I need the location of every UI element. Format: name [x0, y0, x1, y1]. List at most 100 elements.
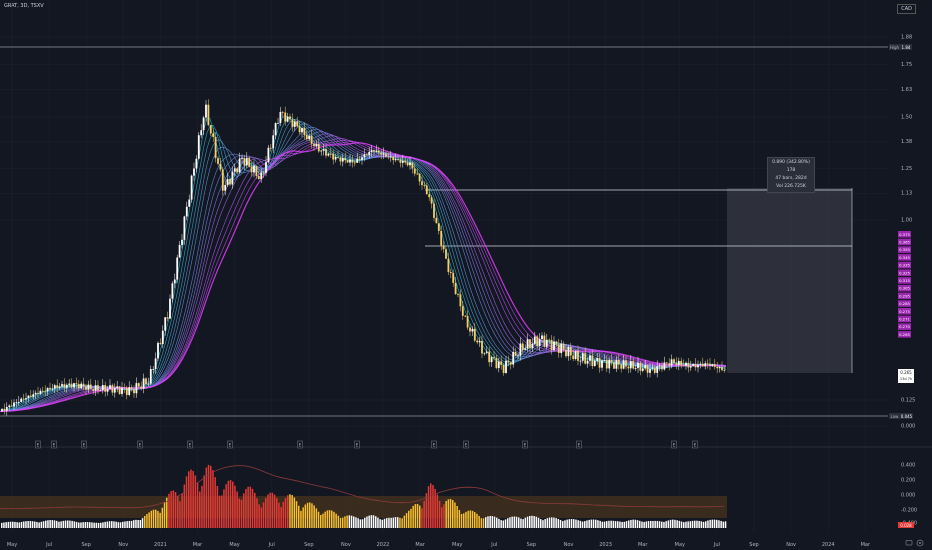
earnings-flag[interactable] [463, 440, 469, 449]
candle-body [586, 360, 589, 364]
volume-bar [687, 521, 689, 528]
candle-body [550, 339, 553, 351]
volume-bar [361, 519, 364, 528]
time-axis[interactable]: May Jul Sep Nov 2021 Mar May Jul Sep Nov 2022 Mar Ma… [7, 542, 871, 548]
volume-bar [599, 520, 601, 528]
volume-bar [650, 520, 652, 528]
candle-body [171, 283, 174, 299]
ribbon-label-bg [898, 284, 911, 292]
candle-body [298, 126, 301, 133]
volume-bar [592, 519, 595, 528]
price-tick-label: 1.38 [901, 139, 912, 145]
volume-bar [58, 521, 60, 528]
volume-bar [179, 501, 181, 528]
ribbon-label: 0.295 [899, 293, 910, 298]
ribbon-label-bg [898, 300, 911, 307]
candle-body [581, 353, 584, 361]
candle-body [135, 383, 138, 394]
currency-button[interactable]: CAD [897, 4, 916, 14]
candle-body [670, 359, 673, 366]
volume-bar [394, 517, 397, 528]
ribbon-label-bg [898, 238, 911, 246]
volume-bar [49, 520, 51, 528]
volume-bar [674, 519, 676, 528]
candle-body [685, 362, 687, 366]
volume-bar [82, 522, 84, 528]
volume-bar [372, 515, 375, 528]
candle-body [608, 359, 611, 369]
ribbon-label-bg [898, 308, 911, 315]
volume-bar [93, 522, 95, 528]
volume-bar [392, 517, 395, 528]
price-axis[interactable]: 1.88 1.75 1.63 1.50 1.38 1.25 1.13 1.00 0.125 0.0… [901, 35, 915, 430]
volume-bar [163, 502, 166, 528]
earnings-flag[interactable] [137, 440, 143, 449]
earnings-flag[interactable] [692, 440, 698, 449]
time-tick-label: Jul [45, 542, 52, 548]
volume-bar [507, 518, 509, 528]
volume-bar [601, 521, 604, 528]
measure-area[interactable] [727, 188, 852, 373]
gear-icon[interactable] [916, 539, 924, 547]
volume-bar [522, 519, 524, 528]
high-marker: High 1.84 [889, 44, 912, 50]
earnings-flag[interactable] [354, 440, 360, 449]
volume-bar [436, 494, 439, 528]
earnings-flag[interactable] [81, 440, 87, 449]
earnings-flag[interactable] [522, 440, 528, 449]
candle-body [193, 168, 195, 176]
volume-bar [183, 484, 186, 528]
candle-body [224, 184, 227, 191]
candle-body [541, 335, 543, 340]
candle-body [214, 136, 217, 159]
volume-bar [456, 505, 458, 528]
candle-body [339, 157, 342, 162]
candle-body [562, 343, 565, 350]
earnings-flag[interactable] [431, 440, 437, 449]
volume-bar [452, 500, 454, 528]
candle-body [159, 342, 162, 344]
candle-body [353, 162, 356, 164]
volume-bar [227, 480, 230, 528]
volume-bar [34, 521, 36, 528]
volume-bar [135, 519, 137, 528]
candle-body [644, 365, 647, 369]
volume-bar [722, 521, 725, 528]
volume-bar [157, 510, 159, 528]
candle-body [519, 343, 522, 356]
earnings-flag[interactable] [297, 440, 303, 449]
volume-bar [590, 519, 593, 528]
candle-body [682, 365, 685, 367]
earnings-flag[interactable] [227, 440, 233, 449]
candle-body [128, 387, 131, 395]
candle-body [457, 294, 459, 295]
volume-bar [603, 521, 606, 528]
earnings-flag[interactable] [576, 440, 582, 449]
volume-bar [139, 520, 142, 528]
volume-bar [355, 517, 357, 528]
volume-bar [689, 521, 692, 528]
volume-bar [702, 521, 705, 528]
candle-body [341, 158, 344, 162]
earnings-flag[interactable] [187, 440, 193, 449]
volume-bar [295, 501, 298, 528]
candle-body [22, 398, 25, 400]
time-tick-label: Sep [749, 542, 758, 548]
candle-body [565, 349, 567, 357]
candle-body [385, 153, 387, 157]
volume-bar [269, 492, 271, 528]
volume-bar [304, 504, 307, 528]
earnings-flag[interactable] [51, 440, 57, 449]
earnings-flag[interactable] [671, 440, 677, 449]
candle-body [404, 160, 407, 163]
volume-bar [383, 518, 386, 528]
volume-bar [357, 518, 359, 528]
candle-body [668, 363, 671, 366]
volume-bar [302, 507, 304, 528]
earnings-flag[interactable] [35, 440, 41, 449]
volume-bar [588, 519, 590, 528]
camera-icon[interactable] [905, 540, 913, 546]
